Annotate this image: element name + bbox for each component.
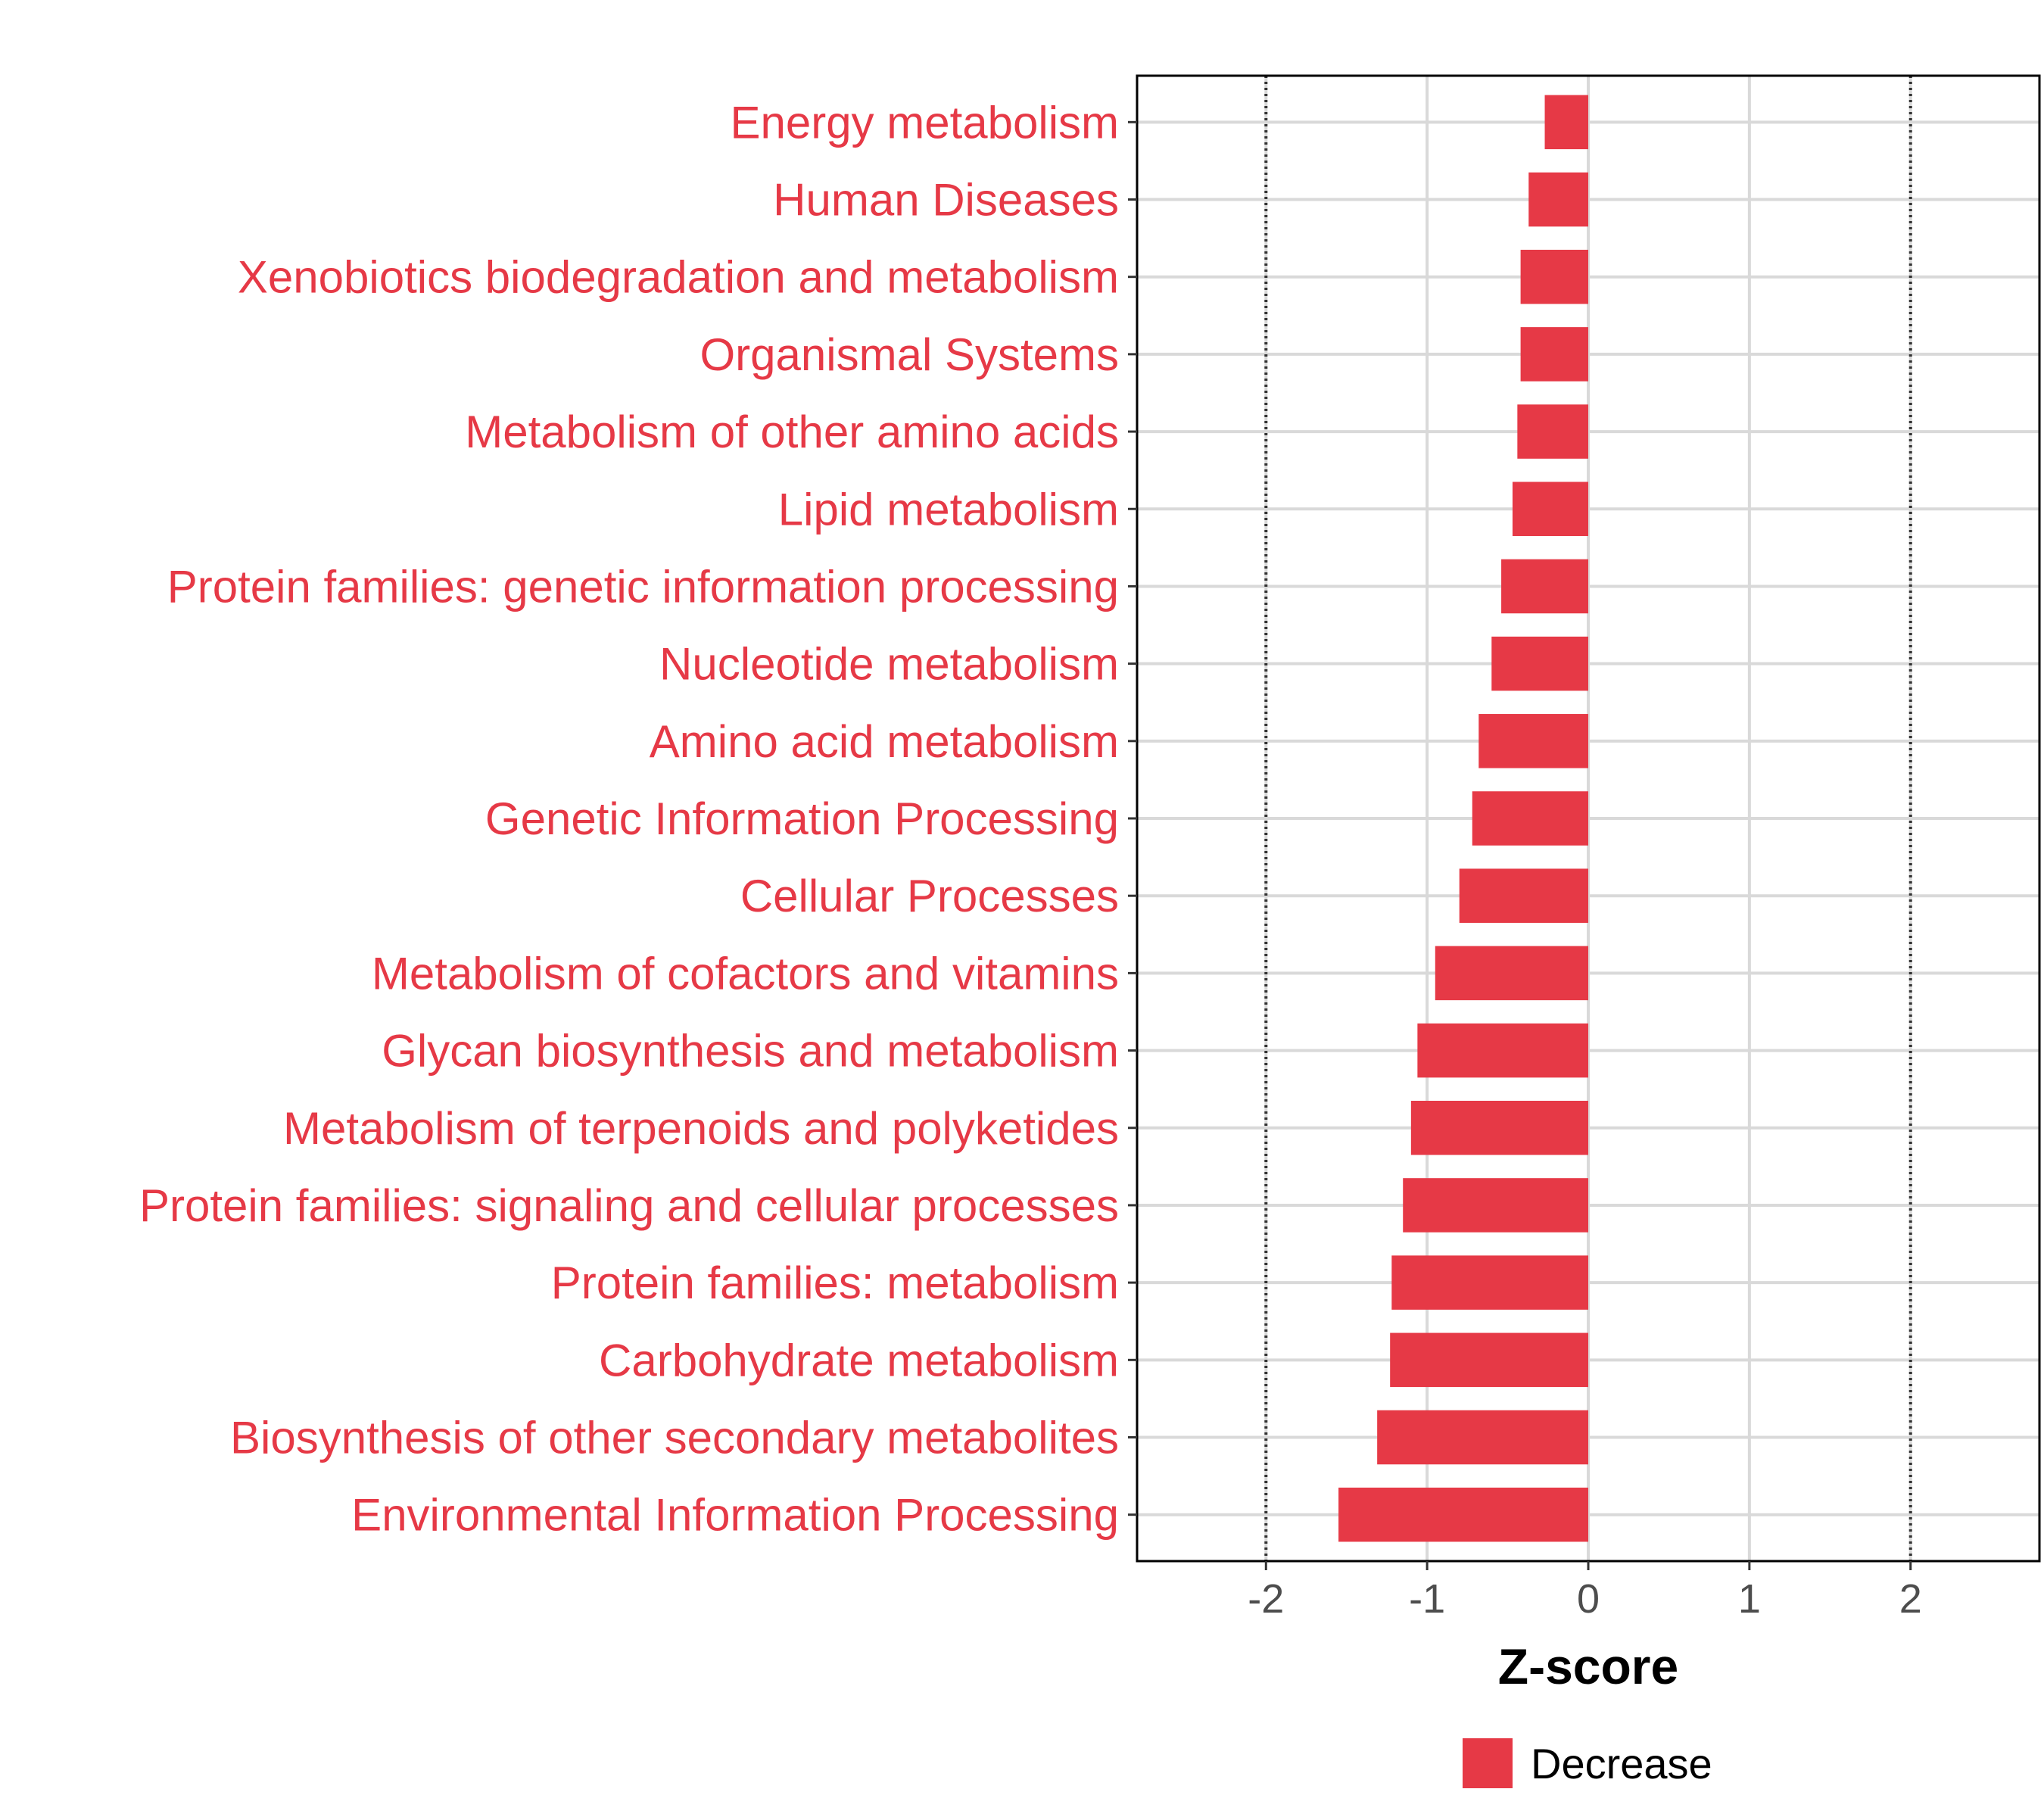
y-tick-label: Metabolism of terpenoids and polyketides (283, 1103, 1119, 1154)
bars (1338, 95, 1588, 1542)
bar (1403, 1178, 1588, 1233)
legend: Decrease (1463, 1738, 1712, 1788)
bar (1390, 1332, 1588, 1388)
bar (1528, 172, 1588, 227)
y-tick-label: Organismal Systems (700, 329, 1119, 380)
y-tick-label: Biosynthesis of other secondary metaboli… (230, 1413, 1119, 1463)
bar (1410, 1100, 1588, 1155)
y-tick-label: Nucleotide metabolism (659, 639, 1119, 690)
y-tick-label: Metabolism of cofactors and vitamins (372, 948, 1119, 999)
bar (1472, 791, 1588, 846)
bar (1478, 714, 1588, 768)
y-axis-ticks (1128, 120, 1137, 1516)
bar (1338, 1487, 1588, 1542)
x-tick-label: 2 (1899, 1576, 1922, 1622)
bar (1391, 1255, 1588, 1310)
bar (1520, 249, 1588, 304)
x-tick-label: 1 (1738, 1576, 1761, 1622)
y-axis-category-labels: Energy metabolism Human Diseases Xenobioti… (139, 97, 1119, 1540)
x-tick-label: 0 (1577, 1576, 1600, 1622)
x-tick-label: -2 (1248, 1576, 1284, 1622)
y-tick-label: Amino acid metabolism (650, 716, 1119, 767)
y-tick-label: Protein families: genetic information pr… (167, 561, 1119, 612)
y-tick-label: Human Diseases (773, 175, 1119, 226)
y-tick-label: Protein families: metabolism (551, 1258, 1119, 1308)
bar (1501, 559, 1588, 614)
bar (1459, 868, 1588, 923)
y-tick-label: Energy metabolism (730, 97, 1119, 148)
bar (1544, 95, 1588, 150)
bar (1491, 636, 1588, 691)
y-tick-label: Genetic Information Processing (485, 793, 1119, 844)
bar (1512, 482, 1588, 537)
legend-key-swatch (1463, 1738, 1513, 1788)
bar (1520, 327, 1588, 382)
bar (1417, 1023, 1588, 1078)
bar (1435, 946, 1588, 1001)
bar (1377, 1410, 1588, 1465)
y-tick-label: Carbohydrate metabolism (599, 1335, 1119, 1385)
y-tick-label: Glycan biosynthesis and metabolism (382, 1026, 1119, 1077)
legend-label: Decrease (1531, 1740, 1712, 1787)
y-tick-label: Environmental Information Processing (351, 1490, 1119, 1541)
x-axis-title: Z-score (1498, 1638, 1678, 1694)
x-tick-label: -1 (1409, 1576, 1445, 1622)
y-tick-label: Xenobiotics biodegradation and metabolis… (238, 252, 1119, 303)
y-tick-label: Lipid metabolism (778, 484, 1119, 535)
y-tick-label: Protein families: signaling and cellular… (139, 1180, 1119, 1231)
y-tick-label: Cellular Processes (740, 871, 1119, 921)
x-axis-ticks: -2 -1 0 1 2 (1248, 1561, 1922, 1622)
bar (1517, 404, 1588, 459)
y-tick-label: Metabolism of other amino acids (465, 407, 1119, 457)
